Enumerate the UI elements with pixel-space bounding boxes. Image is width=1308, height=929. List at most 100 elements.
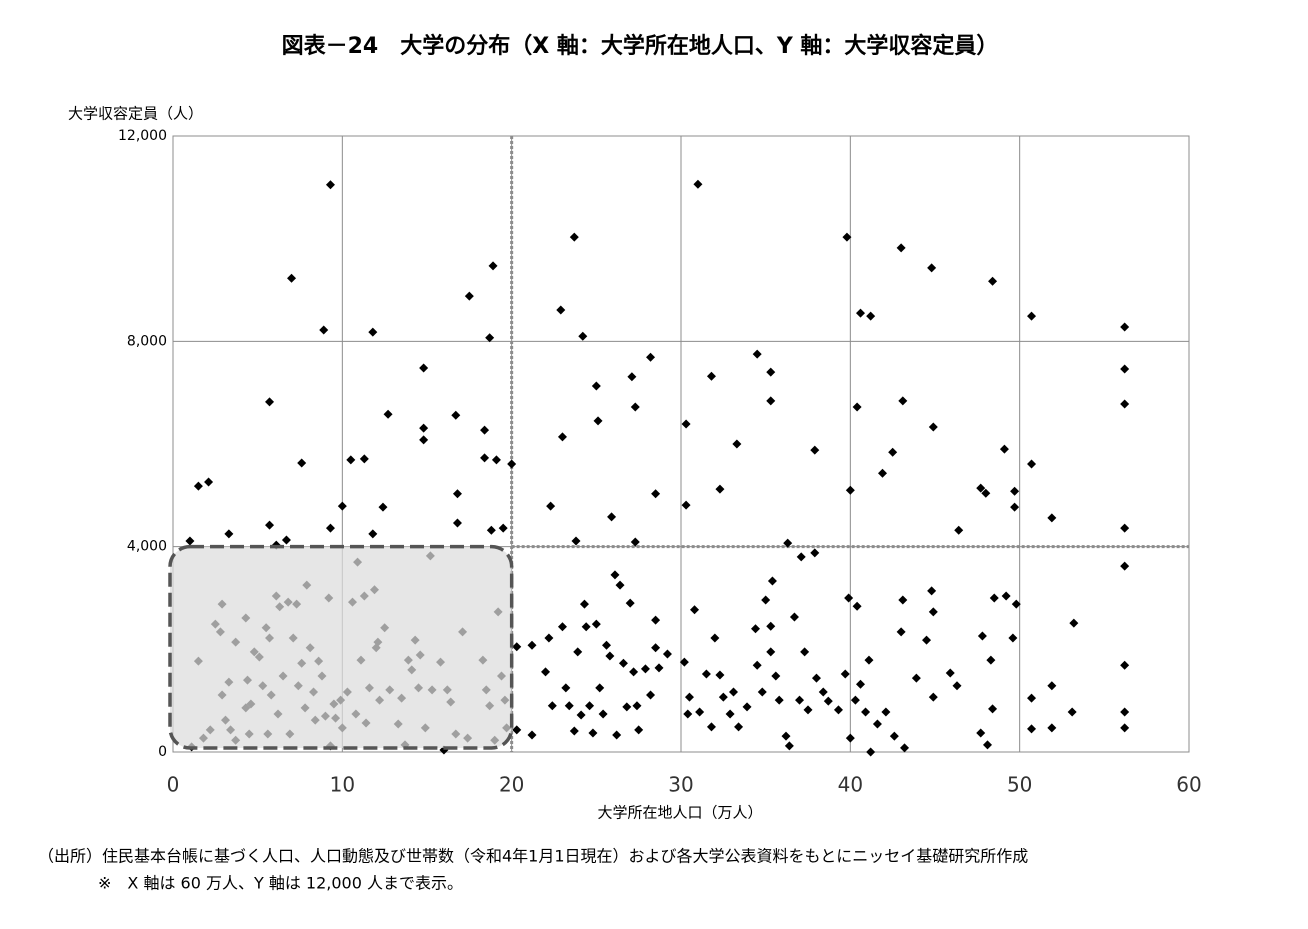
point [612,730,622,740]
point [715,670,725,680]
point [622,702,632,712]
point [632,701,642,711]
point [986,655,996,665]
point [224,529,234,539]
point [1010,486,1020,496]
point [651,643,661,653]
point [866,747,876,757]
point [491,455,501,465]
point [527,640,537,650]
point [480,425,490,435]
point [900,743,910,753]
point [852,601,862,611]
point [833,705,843,715]
point [591,619,601,629]
point [795,695,805,705]
y-axis-title: 大学収容定員（人） [68,105,203,123]
point [1120,723,1130,733]
point [889,731,899,741]
point [1027,459,1037,469]
point [368,529,378,539]
point [771,671,781,681]
source-note: （出所）住民基本台帳に基づく人口、人口動態及び世帯数（令和4年1月1日現在）およ… [38,847,1028,866]
point [752,660,762,670]
point [888,447,898,457]
point [346,455,356,465]
point [629,667,639,677]
point [896,627,906,637]
point [512,725,522,735]
point [1120,322,1130,332]
point [789,612,799,622]
point [419,435,429,445]
point [1001,591,1011,601]
point [976,728,986,738]
point [630,537,640,547]
point [1027,724,1037,734]
point [999,444,1009,454]
point [337,501,347,511]
point [615,580,625,590]
y-tick-label: 8,000 [127,333,167,349]
point [1027,693,1037,703]
point [766,621,776,631]
point [766,367,776,377]
point [512,642,522,652]
point [823,696,833,706]
point [706,371,716,381]
point [480,453,490,463]
point [451,410,461,420]
point [844,593,854,603]
point [684,692,694,702]
point [1120,364,1130,374]
point [928,422,938,432]
point [881,707,891,717]
point [742,702,752,712]
point [878,468,888,478]
point [734,722,744,732]
point [818,687,828,697]
point [761,595,771,605]
point [581,622,591,632]
point [651,489,661,499]
point [557,432,567,442]
point [569,726,579,736]
x-tick-label: 20 [499,773,524,797]
point [527,730,537,740]
point [981,488,991,498]
point [325,180,335,190]
x-tick-label: 10 [330,773,355,797]
point [988,704,998,714]
point [452,518,462,528]
point [654,663,664,673]
x-tick-label: 50 [1007,773,1032,797]
point [319,325,329,335]
point [842,232,852,242]
point [546,501,556,511]
point [569,232,579,242]
point [325,523,335,533]
point [864,655,874,665]
point [618,658,628,668]
point [1120,523,1130,533]
point [368,327,378,337]
point [690,605,700,615]
point [693,179,703,189]
point [982,740,992,750]
point [378,502,388,512]
point [989,593,999,603]
point [576,710,586,720]
point [896,243,906,253]
point [1011,599,1021,609]
chart-title: 図表－24 大学の分布（X 軸：大学所在地人口、Y 軸：大学収容定員） [282,33,999,59]
point [1120,399,1130,409]
x-axis-title: 大学所在地人口（万人） [597,804,762,822]
point [498,523,508,533]
point [297,458,307,468]
point [803,705,813,715]
point [578,331,588,341]
point [681,500,691,510]
point [571,536,581,546]
point [752,349,762,359]
